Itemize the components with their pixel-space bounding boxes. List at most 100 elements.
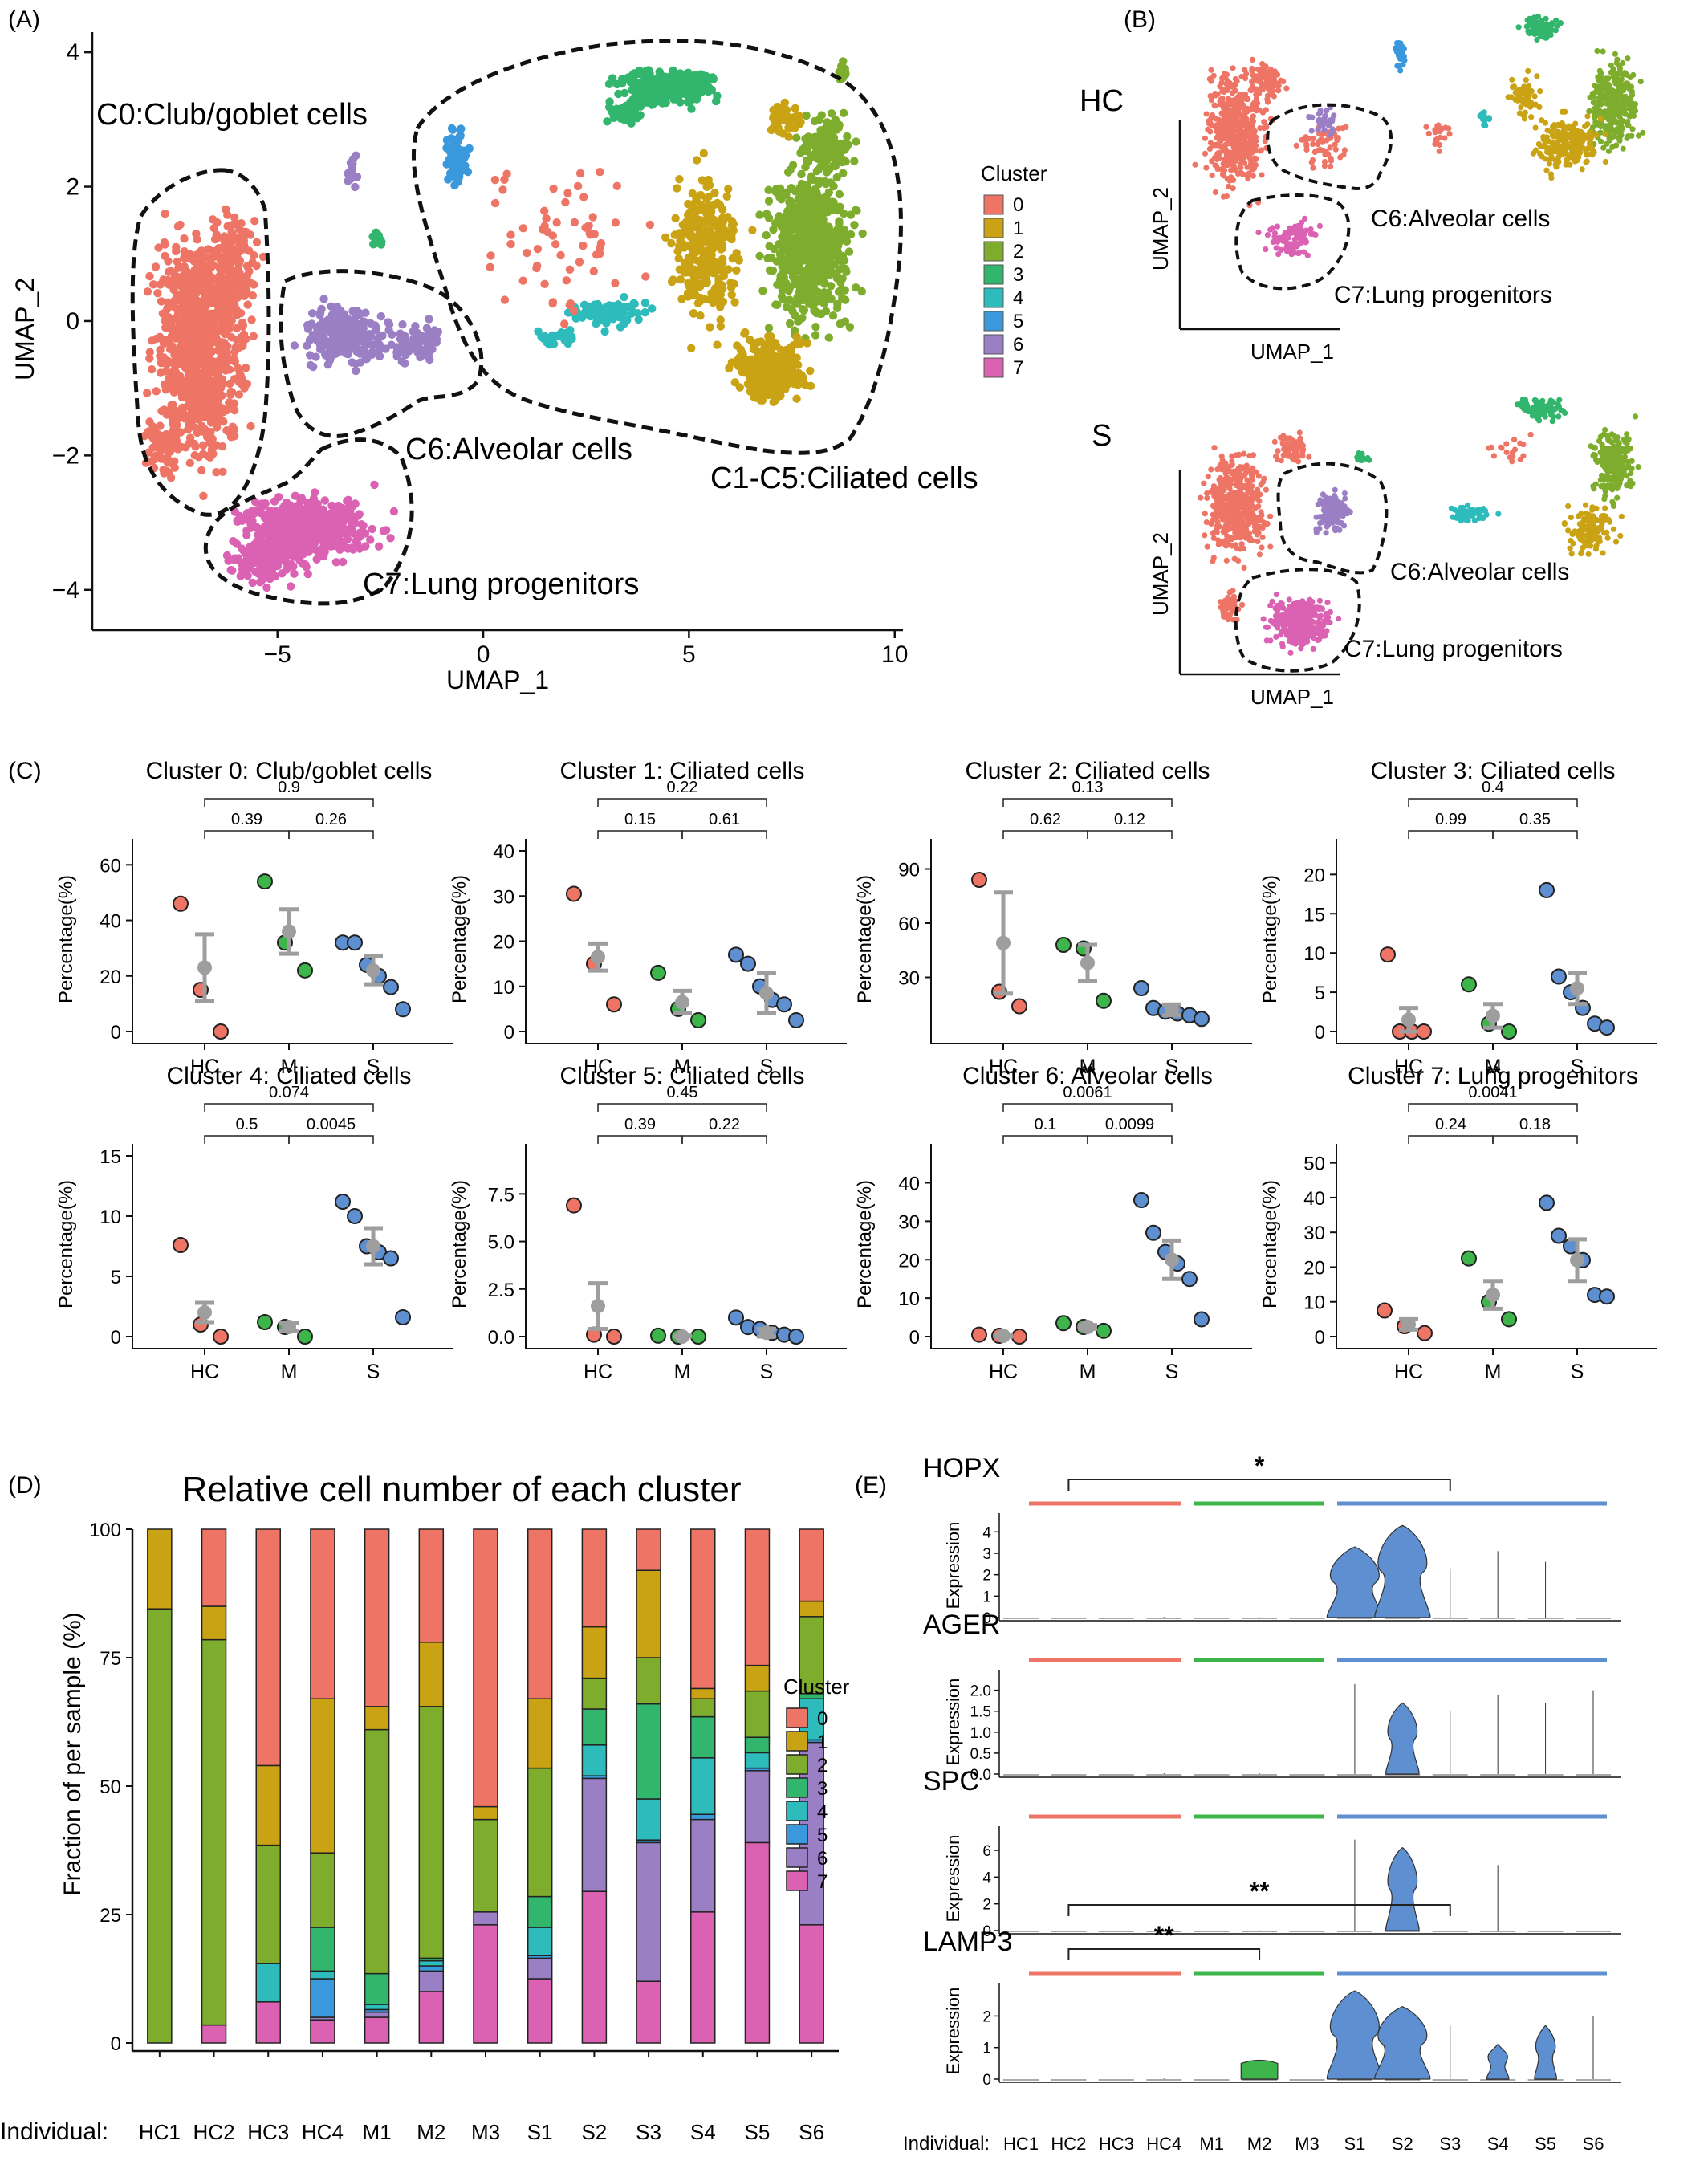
umap-point	[238, 341, 247, 351]
umap-point	[1232, 150, 1238, 157]
umap-point	[1249, 56, 1256, 63]
umap-point	[372, 324, 381, 333]
panel-label-e: (E)	[855, 1472, 887, 1499]
umap-point	[795, 184, 804, 193]
umap-point	[1258, 85, 1264, 92]
umap-point	[793, 116, 802, 126]
umap-point	[242, 546, 250, 555]
umap-point	[641, 272, 650, 281]
umap-point	[1238, 169, 1244, 176]
umap-point	[1232, 134, 1238, 140]
umap-point	[191, 442, 200, 451]
umap-point	[807, 250, 816, 259]
umap-point	[351, 359, 360, 368]
umap-point	[1315, 141, 1321, 148]
umap-point	[186, 254, 195, 263]
umap-point	[201, 271, 210, 281]
umap-point	[797, 338, 807, 347]
umap-point	[609, 113, 619, 122]
umap-point	[702, 182, 711, 191]
umap-point	[1334, 134, 1340, 140]
umap-point	[1192, 161, 1198, 168]
umap-point	[704, 175, 713, 185]
umap-point	[765, 266, 775, 275]
label-c7: C7:Lung progenitors	[363, 568, 639, 601]
umap-point	[361, 342, 370, 351]
umap-point	[368, 341, 377, 350]
umap-point	[386, 534, 395, 543]
umap-point	[616, 305, 625, 315]
umap-point	[254, 549, 263, 558]
umap-point	[1234, 105, 1241, 112]
umap-point	[245, 246, 254, 255]
umap-point	[209, 294, 218, 303]
umap-point	[1256, 78, 1263, 84]
umap-point	[1208, 78, 1214, 84]
umap-point	[858, 229, 867, 238]
umap-point	[425, 315, 433, 324]
umap-point	[820, 279, 829, 288]
umap-point	[1257, 125, 1263, 132]
umap-point	[188, 388, 197, 397]
umap-point	[352, 151, 360, 160]
umap-point	[392, 343, 401, 352]
umap-point	[789, 246, 798, 256]
umap-point	[630, 69, 639, 78]
umap-point	[222, 551, 232, 560]
umap-point	[1217, 101, 1223, 108]
umap-point	[169, 367, 178, 376]
umap-point	[161, 251, 169, 261]
umap-point	[552, 218, 561, 227]
umap-point	[372, 238, 381, 247]
umap-point	[223, 356, 233, 365]
x-tick-label: 10	[881, 641, 908, 668]
umap-point	[800, 279, 810, 287]
umap-point	[1222, 141, 1229, 148]
umap-point	[460, 165, 469, 174]
umap-point	[154, 243, 163, 252]
umap-point	[249, 332, 258, 340]
umap-point	[763, 254, 772, 263]
umap-point	[1226, 79, 1233, 87]
umap-point	[714, 274, 723, 283]
umap-point	[684, 199, 693, 209]
umap-point	[676, 275, 685, 284]
umap-point	[373, 334, 382, 343]
umap-point	[1222, 75, 1229, 81]
umap-point	[693, 256, 702, 266]
umap-point	[1216, 155, 1222, 161]
umap-point	[152, 387, 161, 396]
umap-point	[262, 563, 271, 572]
umap-point	[213, 395, 222, 404]
umap-point	[1397, 40, 1404, 47]
umap-point	[308, 309, 317, 318]
umap-point	[299, 527, 307, 536]
umap-point	[750, 385, 759, 394]
umap-point	[1310, 165, 1316, 171]
umap-point	[612, 79, 621, 89]
umap-point	[274, 493, 283, 502]
umap-point	[773, 102, 782, 112]
umap-point	[696, 311, 705, 320]
umap-point	[798, 203, 807, 212]
umap-point	[648, 304, 657, 313]
umap-point	[685, 228, 695, 237]
umap-point	[191, 413, 200, 422]
umap-point	[534, 327, 543, 336]
umap-point	[603, 307, 612, 316]
umap-point	[1230, 97, 1236, 104]
umap-point	[157, 297, 166, 306]
umap-point	[693, 235, 702, 244]
umap-point	[575, 169, 585, 178]
umap-point	[732, 266, 741, 275]
umap-point	[811, 323, 820, 332]
umap-point	[735, 383, 744, 392]
umap-point	[1229, 121, 1235, 128]
umap-point	[798, 374, 807, 384]
umap-point	[230, 213, 239, 222]
umap-point	[703, 246, 712, 255]
umap-point	[280, 529, 290, 538]
umap-point	[661, 233, 670, 242]
umap-point	[707, 85, 716, 95]
